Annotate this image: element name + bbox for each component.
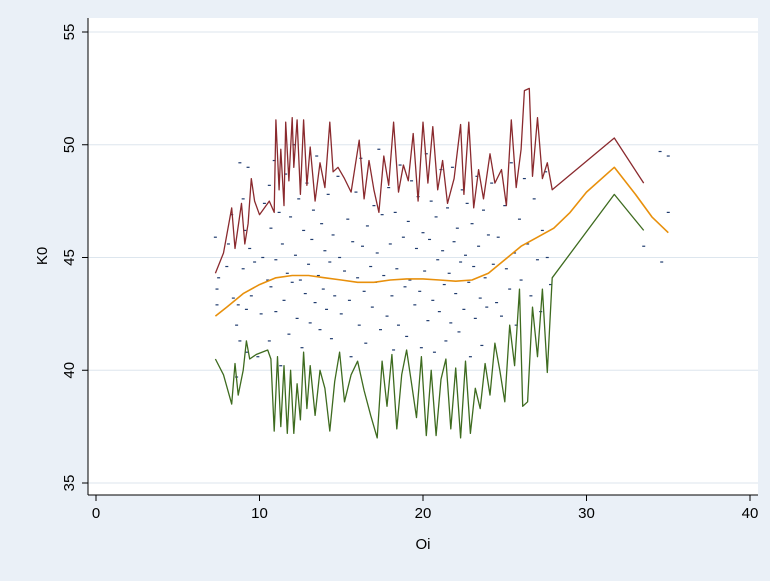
x-tick-label: 20: [415, 505, 432, 522]
x-tick-label: 10: [251, 505, 268, 522]
axes: 35 40 45 50 55 0 10 20 30 40: [61, 18, 758, 522]
y-tick-label: 45: [61, 249, 78, 266]
upper-line: [214, 87, 645, 274]
y-axis-label: K0: [34, 247, 51, 265]
y-tick-label: 35: [61, 475, 78, 492]
series-layer: [213, 87, 670, 439]
plot-background: [88, 18, 758, 495]
x-tick-label: 40: [742, 505, 759, 522]
gridlines: [88, 31, 758, 484]
x-tick-label: 0: [92, 505, 100, 522]
x-tick-label: 30: [578, 505, 595, 522]
x-axis-label: Oi: [416, 536, 431, 553]
y-tick-label: 50: [61, 136, 78, 153]
lower-line: [214, 193, 645, 439]
y-tick-label: 55: [61, 24, 78, 41]
fit-line: [214, 166, 669, 317]
y-tick-label: 40: [61, 362, 78, 379]
